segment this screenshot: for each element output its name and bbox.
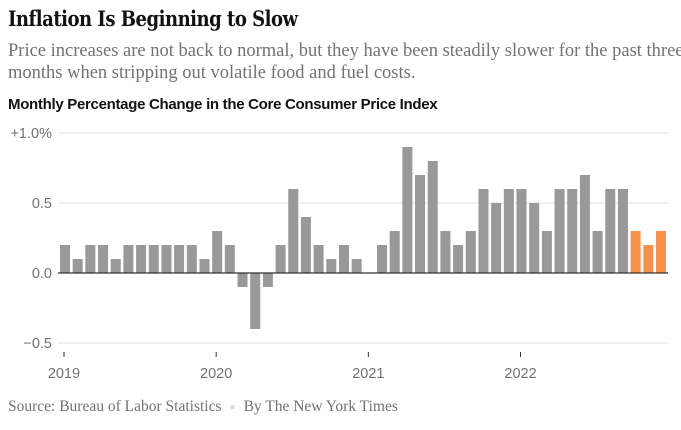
- bar: [85, 245, 96, 273]
- bar: [338, 245, 349, 273]
- bar: [148, 245, 159, 273]
- bar: [174, 245, 185, 273]
- bar: [605, 189, 616, 273]
- chart-headline: Inflation Is Beginning to Slow: [8, 6, 298, 31]
- chart-title: Monthly Percentage Change in the Core Co…: [8, 96, 438, 113]
- chart-subtitle: Price increases are not back to normal, …: [8, 41, 681, 83]
- bar: [617, 189, 628, 273]
- y-axis-labels: +1.0% 0.5 0.0 −0.5: [10, 126, 52, 352]
- bar: [275, 245, 286, 273]
- bar: [453, 245, 464, 273]
- bar: [427, 161, 438, 273]
- bar: [288, 189, 299, 273]
- y-tick-label: 0.0: [32, 266, 52, 282]
- highlighted-bar: [656, 231, 666, 273]
- bar: [136, 245, 147, 273]
- bar: [98, 245, 109, 273]
- bar: [491, 203, 502, 273]
- bar: [541, 231, 552, 273]
- bar: [592, 231, 603, 273]
- bar: [123, 245, 134, 273]
- x-axis: 2019 2020 2021 2022: [48, 352, 537, 382]
- bar: [389, 231, 400, 273]
- gridlines: [58, 132, 668, 344]
- separator-dot: ●: [229, 401, 236, 413]
- bar: [579, 175, 590, 273]
- bar: [478, 189, 489, 273]
- bar: [72, 259, 83, 273]
- bar: [300, 217, 311, 273]
- bars: [60, 147, 666, 329]
- bar: [554, 189, 565, 273]
- bar: [250, 273, 261, 329]
- bar: [110, 259, 121, 273]
- bar: [415, 175, 426, 273]
- y-tick-label: −0.5: [23, 336, 52, 352]
- bar: [567, 189, 578, 273]
- bar: [212, 231, 223, 273]
- bar: [237, 273, 248, 287]
- bar: [262, 273, 273, 287]
- bar: [186, 245, 197, 273]
- byline: By The New York Times: [243, 398, 398, 415]
- bar: [351, 259, 362, 273]
- bar: [199, 259, 210, 273]
- y-tick-label: 0.5: [32, 196, 52, 212]
- bar: [377, 245, 388, 273]
- bar: [465, 231, 476, 273]
- source-credit: Source: Bureau of Labor Statistics: [8, 398, 222, 415]
- x-tick-label: 2021: [352, 366, 384, 382]
- bar: [529, 203, 540, 273]
- chart-footer: Source: Bureau of Labor Statistics ● By Th…: [8, 398, 398, 416]
- bar: [60, 245, 70, 273]
- bar: [161, 245, 172, 273]
- bar: [326, 259, 337, 273]
- highlighted-bar: [630, 231, 641, 273]
- y-tick-label: +1.0%: [10, 126, 52, 142]
- bar: [313, 245, 324, 273]
- bar: [503, 189, 514, 273]
- bar: [516, 189, 527, 273]
- x-tick-label: 2020: [200, 366, 232, 382]
- bar: [440, 231, 451, 273]
- x-tick-label: 2022: [504, 366, 536, 382]
- x-tick-label: 2019: [48, 366, 80, 382]
- bar: [402, 147, 413, 273]
- bar: [224, 245, 235, 273]
- highlighted-bar: [643, 245, 654, 273]
